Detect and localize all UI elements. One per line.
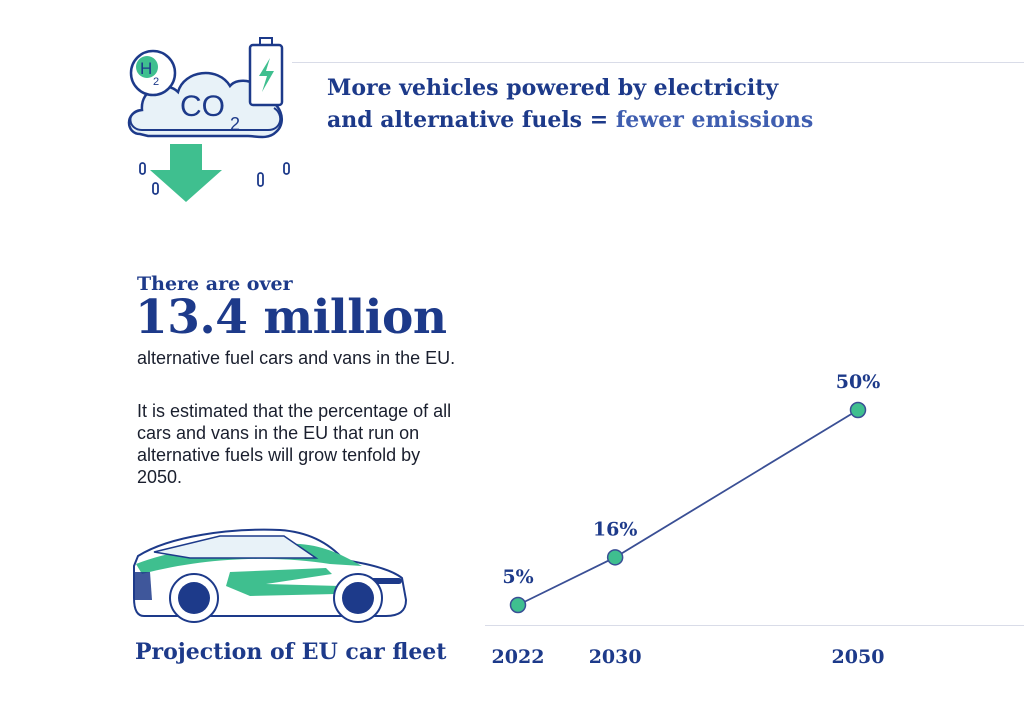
chart-baseline (485, 625, 1024, 626)
data-point-2030 (606, 549, 624, 566)
chart-caption: Projection of EU car fleet (135, 639, 447, 665)
battery-icon (248, 37, 284, 107)
svg-text:H: H (140, 59, 152, 78)
data-point-2050 (849, 401, 867, 419)
stat-subtitle: alternative fuel cars and vans in the EU… (137, 348, 456, 368)
down-arrow-icon (150, 144, 222, 202)
x-tick-2050: 2050 (832, 646, 885, 668)
series-line (517, 409, 859, 606)
data-label-2022: 5% (502, 566, 533, 588)
top-divider (292, 62, 1024, 63)
car-icon (133, 528, 408, 623)
data-point-2022 (509, 596, 527, 614)
headline-line-2: and alternative fuels = fewer emissions (327, 104, 927, 136)
stat-big-number: 13.4 million (135, 290, 447, 345)
headline-accent: fewer emissions (615, 107, 814, 133)
x-tick-2030: 2030 (589, 646, 642, 668)
data-label-2030: 16% (593, 518, 638, 540)
svg-text:2: 2 (230, 114, 240, 134)
data-label-2050: 50% (836, 371, 881, 393)
droplets (139, 162, 290, 195)
stat-intro: There are over (137, 273, 293, 295)
emissions-illustration: CO 2 H 2 (127, 37, 290, 202)
data-points: 5% 2022 16% 2030 50% 2050 (492, 371, 885, 668)
hydrogen-bubble-icon: H 2 (129, 49, 177, 97)
x-tick-2022: 2022 (492, 646, 545, 668)
headline-line-2-text: and alternative fuels = (327, 107, 616, 133)
svg-text:CO: CO (180, 90, 225, 123)
headline: More vehicles powered by electricity and… (327, 72, 927, 136)
stat-paragraph: It is estimated that the percentage of a… (137, 401, 452, 487)
headline-line-1: More vehicles powered by electricity (327, 75, 779, 101)
svg-text:2: 2 (153, 76, 159, 88)
